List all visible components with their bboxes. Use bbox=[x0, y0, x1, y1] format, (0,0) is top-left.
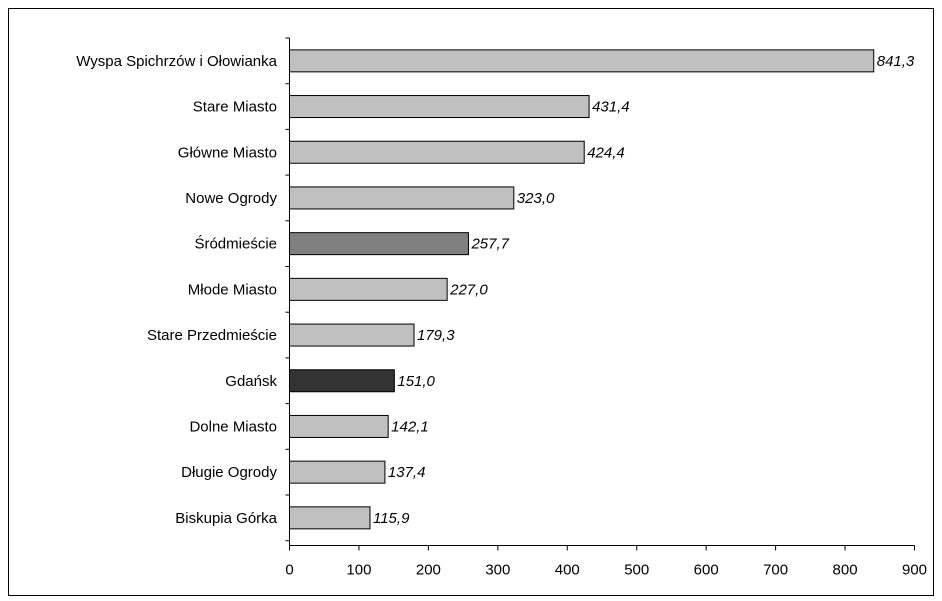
value-label-8: 142,1 bbox=[391, 418, 429, 435]
value-label-0: 841,3 bbox=[877, 53, 915, 70]
bar-1 bbox=[289, 95, 590, 119]
category-label-10: Biskupia Górka bbox=[175, 510, 277, 527]
bar-5 bbox=[289, 277, 448, 301]
x-tick-label-7: 700 bbox=[763, 562, 788, 579]
axis-group bbox=[285, 37, 915, 551]
x-tick-label-0: 0 bbox=[285, 562, 293, 579]
bar-8 bbox=[289, 414, 389, 438]
category-label-1: Stare Miasto bbox=[193, 99, 277, 116]
x-tick-label-6: 600 bbox=[694, 562, 719, 579]
value-label-4: 257,7 bbox=[470, 236, 509, 253]
category-label-8: Dolne Miasto bbox=[189, 418, 277, 435]
bar-7 bbox=[289, 369, 395, 393]
value-label-7: 151,0 bbox=[397, 373, 435, 390]
bar-4 bbox=[289, 232, 469, 256]
bars-group bbox=[289, 49, 875, 530]
x-tick-label-9: 900 bbox=[902, 562, 927, 579]
bar-9 bbox=[289, 460, 386, 484]
bar-6 bbox=[289, 323, 415, 347]
x-tick-label-2: 200 bbox=[416, 562, 441, 579]
category-label-9: Długie Ogrody bbox=[181, 464, 277, 481]
category-label-7: Gdańsk bbox=[225, 373, 277, 390]
value-label-10: 115,9 bbox=[373, 510, 410, 527]
bar-2 bbox=[289, 140, 585, 164]
x-tick-label-5: 500 bbox=[624, 562, 649, 579]
value-label-3: 323,0 bbox=[517, 190, 555, 207]
value-label-5: 227,0 bbox=[449, 281, 488, 298]
x-tick-label-8: 800 bbox=[833, 562, 858, 579]
value-label-1: 431,4 bbox=[592, 99, 630, 116]
category-label-4: Śródmieście bbox=[194, 235, 277, 253]
x-tick-label-4: 400 bbox=[555, 562, 580, 579]
value-label-6: 179,3 bbox=[417, 327, 455, 344]
value-label-9: 137,4 bbox=[388, 464, 426, 481]
labels-group: Wyspa Spichrzów i Ołowianka 841,3 Stare Mi… bbox=[76, 53, 927, 579]
category-label-3: Nowe Ogrody bbox=[185, 190, 277, 207]
value-label-2: 424,4 bbox=[587, 144, 625, 161]
category-label-5: Młode Miasto bbox=[188, 281, 277, 298]
bar-10 bbox=[289, 506, 371, 530]
bar-0 bbox=[289, 49, 875, 73]
category-label-2: Główne Miasto bbox=[178, 144, 277, 161]
bar-3 bbox=[289, 186, 515, 210]
category-label-6: Stare Przedmieście bbox=[147, 327, 277, 344]
x-tick-label-1: 100 bbox=[346, 562, 371, 579]
x-tick-label-3: 300 bbox=[485, 562, 510, 579]
category-label-0: Wyspa Spichrzów i Ołowianka bbox=[76, 53, 277, 70]
